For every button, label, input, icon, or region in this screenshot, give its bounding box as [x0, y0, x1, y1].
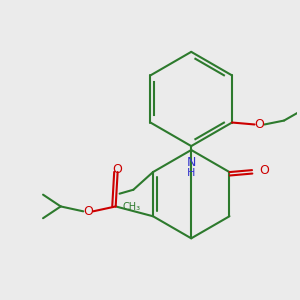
Text: O: O [255, 118, 264, 131]
Text: N: N [187, 156, 196, 169]
Text: H: H [187, 168, 195, 178]
Text: CH₃: CH₃ [122, 202, 140, 212]
Text: O: O [259, 164, 269, 177]
Text: O: O [113, 163, 123, 176]
Text: O: O [83, 205, 93, 218]
